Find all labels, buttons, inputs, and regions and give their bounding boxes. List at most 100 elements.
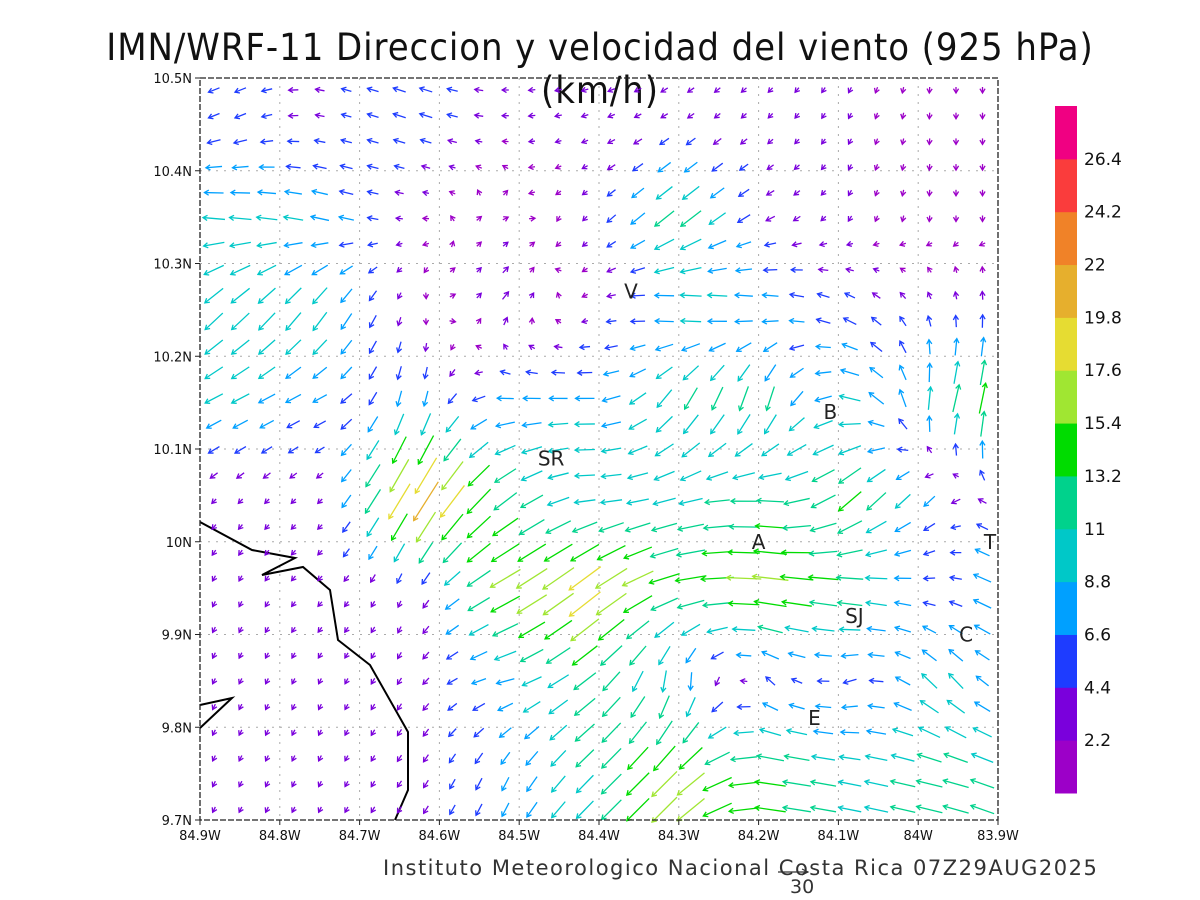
wind-vector [893, 549, 912, 557]
wind-vector-shaft [575, 723, 595, 742]
wind-vector-shaft [544, 543, 573, 562]
wind-vector-shaft [842, 343, 858, 351]
wind-vector-shaft [675, 575, 707, 582]
wind-vector-shaft [894, 626, 912, 633]
arrowhead-icon [926, 216, 933, 223]
arrowhead-icon [501, 164, 508, 171]
arrowhead-icon [396, 653, 403, 660]
wind-vector [547, 421, 569, 428]
wind-vector [520, 470, 543, 482]
arrowhead-icon [441, 484, 447, 491]
wind-vector-shaft [368, 242, 378, 246]
arrowhead-icon [679, 268, 686, 275]
wind-vector [414, 457, 438, 495]
wind-vector [784, 625, 809, 633]
wind-vector-shaft [679, 747, 703, 770]
arrowhead-icon [949, 524, 957, 531]
arrowhead-icon [788, 702, 795, 709]
wind-vector [231, 164, 249, 171]
wind-vector [761, 318, 779, 325]
arrowhead-icon [764, 375, 771, 382]
wind-vector [573, 421, 595, 428]
wind-vector [396, 626, 403, 634]
arrowhead-icon [202, 242, 209, 249]
arrowhead-icon [264, 653, 271, 660]
wind-vector [978, 382, 988, 414]
arrowhead-icon [621, 581, 628, 587]
wind-vector [866, 625, 886, 633]
wind-vector [580, 318, 589, 325]
wind-vector [926, 314, 933, 327]
wind-vector-shaft [867, 447, 886, 453]
arrowhead-icon [622, 607, 629, 613]
wind-vector-shaft [978, 383, 987, 414]
arrowhead-icon [761, 292, 768, 299]
arrowhead-icon [450, 318, 457, 325]
arrowhead-icon [582, 215, 588, 222]
wind-vector [952, 138, 960, 146]
wind-vector-shaft [754, 600, 787, 608]
wind-vector-shaft [867, 468, 886, 483]
wind-vector-shaft [946, 699, 966, 714]
arrowhead-icon [393, 163, 400, 170]
arrowhead-icon [233, 448, 241, 454]
wind-vector-shaft [623, 546, 653, 559]
arrowhead-icon [264, 678, 271, 685]
wind-vector-shaft [570, 618, 600, 642]
arrowhead-icon [981, 382, 988, 389]
wind-vector-shaft [810, 781, 837, 787]
wind-vector-shaft [231, 339, 250, 355]
wind-vector-shaft [447, 88, 458, 92]
arrowhead-icon [655, 194, 662, 200]
arrowhead-icon [366, 86, 373, 93]
wind-vector [316, 498, 323, 505]
arrowhead-icon [735, 346, 742, 352]
colorbar-swatch [1055, 423, 1077, 477]
arrowhead-icon [867, 419, 874, 426]
wind-vector [344, 806, 350, 814]
arrowhead-icon [450, 344, 456, 351]
wind-vector [211, 729, 218, 737]
arrowhead-icon [865, 527, 872, 534]
arrowhead-icon [765, 190, 772, 196]
wind-vector [283, 241, 303, 249]
arrowhead-icon [417, 458, 424, 466]
wind-vector [681, 185, 700, 200]
arrowhead-icon [547, 447, 554, 454]
wind-vector [731, 472, 755, 481]
arrowhead-icon [395, 240, 402, 247]
wind-vector [790, 677, 803, 684]
wind-vector [466, 569, 491, 587]
wind-vector [898, 418, 908, 430]
arrowhead-icon [814, 703, 821, 710]
wind-vector [840, 652, 859, 659]
wind-vector [312, 366, 328, 379]
arrowhead-icon [580, 318, 588, 325]
wind-vector [837, 779, 862, 787]
wind-vector-shaft [899, 365, 907, 381]
arrowhead-icon [545, 658, 552, 664]
wind-vector-shaft [785, 626, 809, 633]
arrowhead-icon [317, 807, 324, 814]
wind-vector [339, 163, 353, 170]
arrowhead-icon [503, 266, 510, 273]
arrowhead-icon [836, 551, 843, 558]
wind-vector-shaft [627, 498, 649, 504]
wind-vector-shaft [783, 781, 811, 787]
wind-vector-shaft [475, 371, 483, 375]
wind-vector-shaft [762, 294, 779, 297]
arrowhead-icon [370, 577, 376, 584]
arrowhead-icon [256, 269, 263, 276]
arrowhead-icon [969, 803, 976, 810]
wind-vector-shaft [703, 601, 732, 607]
arrowhead-icon [754, 522, 761, 530]
wind-vector-shaft [783, 806, 811, 813]
arrowhead-icon [952, 165, 960, 172]
wind-vector-shaft [625, 522, 651, 532]
wind-vector [794, 138, 800, 145]
arrowhead-icon [737, 191, 744, 197]
wind-vector [291, 780, 297, 788]
wind-vector [600, 447, 622, 454]
wind-vector [625, 797, 650, 822]
y-tick-label: 9.9N [162, 629, 192, 644]
